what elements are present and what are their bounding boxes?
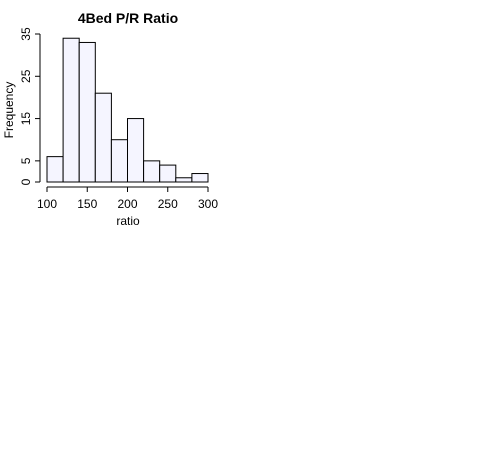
histogram-bar-8 <box>175 177 193 183</box>
histogram-bar-7 <box>159 164 177 183</box>
y-tick-label-1: 5 <box>19 157 33 164</box>
histogram-bar-0 <box>46 156 64 183</box>
histogram-bar-2 <box>78 41 96 183</box>
x-axis-label: ratio <box>116 214 140 228</box>
chart-title: 4Bed P/R Ratio <box>78 10 178 26</box>
x-tick-label-2: 200 <box>117 197 137 211</box>
x-tick-label-1: 150 <box>77 197 97 211</box>
x-tick-label-3: 250 <box>158 197 178 211</box>
x-tick-label-4: 300 <box>198 197 218 211</box>
y-tick-label-2: 15 <box>19 112 33 126</box>
x-axis: 100 150 200 250 300 <box>37 186 218 211</box>
y-axis-label: Frequency <box>2 82 16 139</box>
bars-group <box>46 37 209 183</box>
y-tick-label-0: 0 <box>19 178 33 185</box>
histogram-bar-6 <box>143 160 161 183</box>
histogram-bar-1 <box>62 37 80 183</box>
y-tick-label-3: 25 <box>19 69 33 83</box>
x-tick-label-0: 100 <box>37 197 57 211</box>
histogram-bar-3 <box>94 92 112 183</box>
histogram-bar-9 <box>191 173 209 183</box>
histogram-bar-5 <box>127 118 145 183</box>
y-axis: 0 5 15 25 35 <box>19 27 41 185</box>
y-tick-label-4: 35 <box>19 27 33 41</box>
histogram-bar-4 <box>110 139 129 183</box>
